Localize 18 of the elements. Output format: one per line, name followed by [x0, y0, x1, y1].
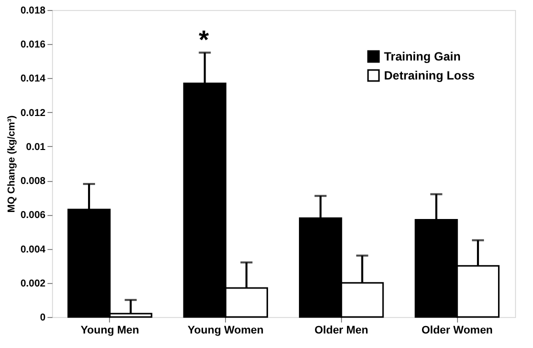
x-tick-label: Young Men	[80, 324, 140, 336]
y-tick-label: 0.004	[20, 244, 46, 256]
y-tick-label: 0.01	[26, 142, 46, 153]
legend-label: Training Gain	[384, 50, 461, 64]
y-tick-label: 0.002	[20, 278, 46, 290]
y-tick-label: 0.016	[20, 40, 46, 51]
x-tick-label: Young Women	[188, 324, 264, 336]
y-axis-title: MQ Change (kg/cm³)	[6, 115, 18, 213]
x-tick-label: Older Women	[421, 324, 494, 336]
legend-label: Detraining Loss	[384, 68, 476, 82]
y-tick-label: 0.008	[20, 176, 46, 188]
annotation: *	[198, 24, 210, 54]
y-tick-label: 0.012	[20, 108, 46, 119]
y-tick-label: 0.014	[20, 74, 46, 85]
x-tick-label: Older Men	[314, 324, 369, 336]
y-tick-label: 0	[40, 312, 46, 324]
y-tick-label: 0.006	[20, 210, 46, 222]
y-tick-label: 0.018	[20, 6, 46, 16]
